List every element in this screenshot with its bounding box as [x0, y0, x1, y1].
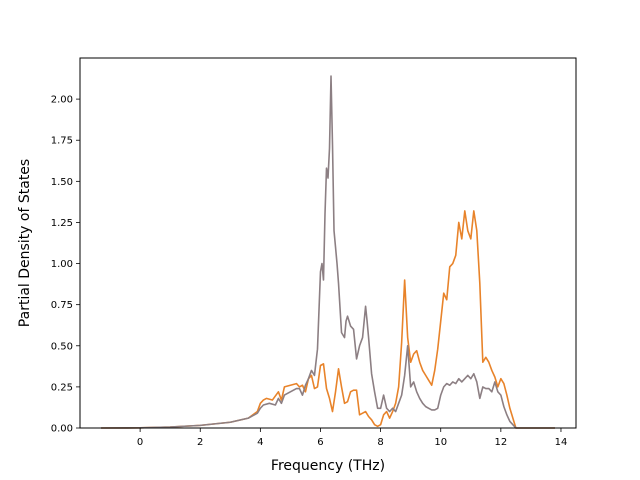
series-layer: [101, 75, 555, 429]
y-axis-title: Partial Density of States: [17, 159, 33, 327]
x-tick-label: 0: [137, 437, 143, 448]
y-axis: 0.00 0.25 0.50 0.75 1.00 1.25 1.50 1.75 2.00: [51, 95, 80, 435]
x-tick-label: 8: [377, 437, 383, 448]
x-tick-label: 2: [197, 437, 203, 448]
y-tick-label: 1.75: [51, 136, 73, 147]
x-tick-label: 12: [494, 437, 507, 448]
x-tick-label: 14: [555, 437, 568, 448]
y-tick-label: 1.25: [51, 218, 73, 229]
y-tick-label: 0.25: [51, 382, 73, 393]
x-axis: 0 2 4 6 8 10 12 14: [137, 428, 567, 448]
x-tick-label: 4: [257, 437, 263, 448]
x-tick-label: 10: [434, 437, 447, 448]
y-tick-label: 0.00: [51, 424, 73, 435]
series-line-1: [101, 210, 555, 429]
y-tick-label: 0.75: [51, 300, 73, 311]
y-tick-label: 1.50: [51, 177, 73, 188]
x-axis-title: Frequency (THz): [271, 458, 385, 474]
y-tick-label: 0.50: [51, 341, 73, 352]
plot-frame: [79, 57, 577, 429]
y-tick-label: 2.00: [51, 95, 73, 106]
y-tick-label: 1.00: [51, 259, 73, 270]
series-line-2: [101, 75, 555, 429]
x-tick-label: 6: [317, 437, 323, 448]
